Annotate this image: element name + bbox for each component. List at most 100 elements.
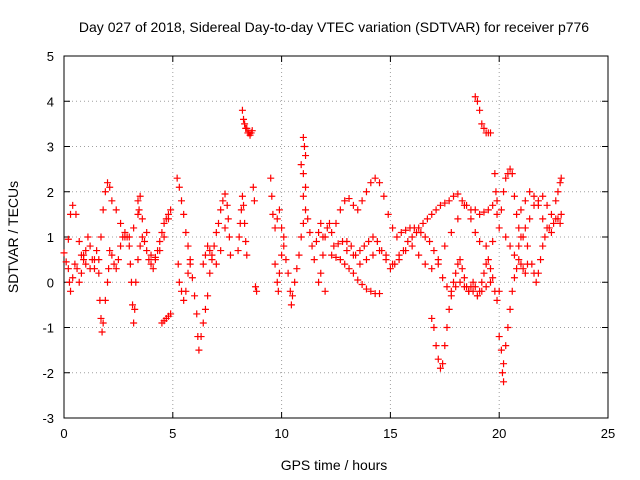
- data-point: [224, 215, 232, 223]
- data-point: [428, 265, 436, 273]
- data-point: [450, 192, 458, 200]
- data-point: [506, 165, 514, 173]
- data-point: [376, 247, 384, 255]
- data-point: [421, 233, 429, 241]
- data-point: [237, 206, 245, 214]
- data-point: [369, 251, 377, 259]
- data-point: [369, 233, 377, 241]
- data-point: [208, 256, 216, 264]
- data-point: [158, 228, 166, 236]
- data-point: [539, 242, 547, 250]
- data-point: [521, 197, 529, 205]
- data-point: [234, 247, 242, 255]
- data-point: [356, 247, 364, 255]
- data-point: [476, 287, 484, 295]
- data-point: [408, 233, 416, 241]
- data-point: [129, 301, 137, 309]
- data-point: [123, 233, 131, 241]
- data-point: [223, 201, 231, 209]
- data-point: [134, 256, 142, 264]
- data-point: [110, 260, 118, 268]
- data-point: [510, 274, 518, 282]
- data-point: [371, 174, 379, 182]
- data-point: [513, 210, 521, 218]
- data-point: [62, 258, 70, 266]
- data-point: [530, 192, 538, 200]
- data-point: [469, 278, 477, 286]
- data-point: [454, 260, 462, 268]
- data-point: [106, 183, 114, 191]
- data-point: [242, 238, 250, 246]
- data-point: [299, 192, 307, 200]
- data-point: [473, 97, 481, 105]
- data-point: [541, 233, 549, 241]
- data-point: [358, 281, 366, 289]
- data-point: [454, 190, 462, 198]
- data-point: [175, 183, 183, 191]
- data-point: [302, 183, 310, 191]
- data-point: [253, 287, 261, 295]
- data-point: [130, 319, 138, 327]
- data-point: [471, 228, 479, 236]
- data-point: [269, 210, 277, 218]
- data-point: [167, 310, 175, 318]
- data-point: [415, 251, 423, 259]
- data-point: [273, 215, 281, 223]
- data-point: [486, 129, 494, 137]
- data-point: [454, 215, 462, 223]
- data-point: [510, 251, 518, 259]
- data-point: [523, 242, 531, 250]
- data-point: [278, 224, 286, 232]
- data-point: [221, 224, 229, 232]
- data-point: [134, 210, 142, 218]
- data-point: [210, 242, 218, 250]
- data-point: [286, 287, 294, 295]
- data-point: [235, 233, 243, 241]
- data-point: [302, 152, 310, 160]
- data-point: [319, 251, 327, 259]
- data-point: [434, 256, 442, 264]
- data-point: [519, 265, 527, 273]
- data-point: [519, 233, 527, 241]
- data-point: [312, 238, 320, 246]
- data-point: [443, 324, 451, 331]
- x-tick-label: 15: [383, 426, 397, 441]
- x-tick-label: 10: [274, 426, 288, 441]
- data-point: [498, 369, 506, 377]
- data-point: [182, 287, 190, 295]
- data-point: [240, 115, 248, 123]
- data-point: [473, 292, 481, 300]
- data-point: [389, 224, 397, 232]
- data-point: [365, 238, 373, 246]
- data-point: [341, 260, 349, 268]
- data-point: [436, 364, 444, 372]
- data-point: [395, 251, 403, 259]
- data-point: [273, 278, 281, 286]
- data-point: [367, 287, 375, 295]
- data-point: [426, 238, 434, 246]
- data-point: [508, 287, 516, 295]
- data-point: [243, 251, 251, 259]
- data-point: [147, 260, 155, 268]
- data-point: [201, 251, 209, 259]
- data-point: [495, 333, 503, 341]
- data-point: [402, 247, 410, 255]
- data-point: [64, 235, 72, 243]
- data-point: [547, 210, 555, 218]
- data-points: [60, 93, 565, 386]
- data-point: [547, 228, 555, 236]
- data-point: [515, 224, 523, 232]
- data-point: [478, 278, 486, 286]
- data-point: [336, 256, 344, 264]
- data-point: [489, 201, 497, 209]
- data-point: [73, 265, 81, 273]
- data-point: [97, 314, 105, 322]
- data-point: [160, 219, 168, 227]
- data-point: [430, 247, 438, 255]
- data-point: [330, 242, 338, 250]
- data-point: [478, 120, 486, 128]
- data-point: [332, 253, 340, 261]
- data-point: [97, 233, 105, 241]
- data-point: [358, 197, 366, 205]
- data-point: [404, 238, 412, 246]
